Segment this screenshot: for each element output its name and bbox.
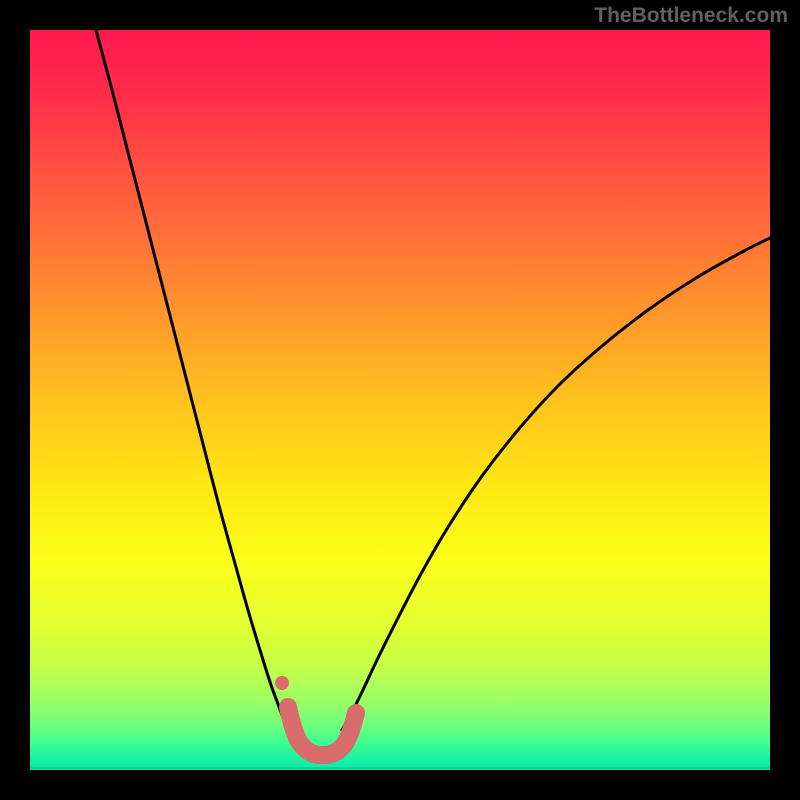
gradient-background — [30, 30, 770, 770]
watermark-text: TheBottleneck.com — [594, 4, 788, 28]
bottleneck-emphasis-dot — [275, 676, 289, 690]
chart-container — [30, 30, 770, 770]
bottleneck-curve-chart — [30, 30, 770, 770]
